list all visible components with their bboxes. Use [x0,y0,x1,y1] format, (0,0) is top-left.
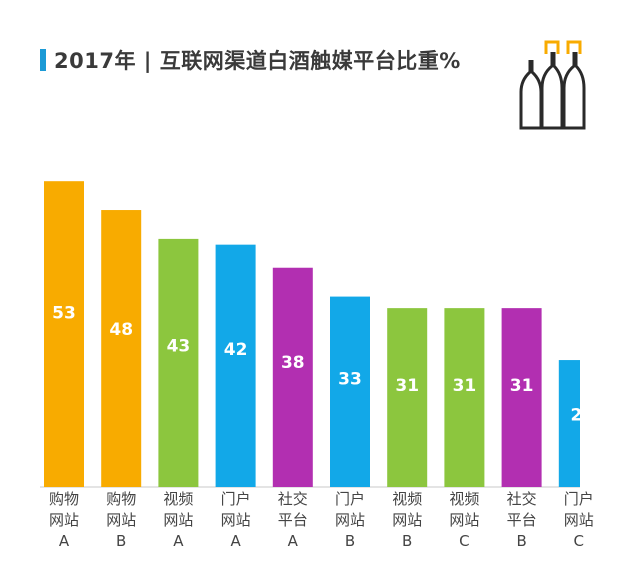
category-label-2-line-2: 网站 [106,511,136,529]
bar-value-label-5: 38 [281,353,305,373]
wine-bottles-icon [519,40,586,130]
bar-value-label-9: 31 [510,376,534,396]
category-label-10-line-2: 网站 [564,511,594,529]
category-label-10-line-3: C [574,532,584,550]
category-label-5-line-1: 社交 [278,490,308,508]
category-label-4-line-2: 网站 [221,511,251,529]
category-label-2-line-3: B [116,532,126,550]
category-label-3-line-2: 网站 [163,511,193,529]
bar-6 [330,296,370,487]
category-label-4-line-3: A [230,532,241,550]
category-label-6-line-3: B [345,532,355,550]
bar-3 [158,238,199,487]
category-label-7-line-1: 视频 [392,490,422,508]
bar-2 [101,210,142,488]
bar-7 [387,308,428,487]
bar-value-label-3: 43 [167,337,191,357]
bar-value-label-2: 48 [109,320,133,340]
bar-value-label-8: 31 [453,376,477,396]
category-label-8-line-2: 网站 [449,511,479,529]
bar-value-label-10: 2 [570,406,582,426]
bar-1 [44,181,84,487]
bar-8 [444,308,485,487]
bar-9 [501,308,542,487]
bar-value-label-4: 42 [224,340,248,360]
category-label-2-line-1: 购物 [106,490,136,508]
title-accent-bar [40,49,46,71]
category-label-3-line-1: 视频 [163,490,193,508]
category-label-9-line-2: 平台 [507,511,537,529]
category-label-8-line-1: 视频 [449,490,479,508]
category-label-4-line-1: 门户 [221,490,251,508]
category-label-1-line-1: 购物 [49,490,79,508]
category-label-7-line-3: B [402,532,412,550]
category-label-9-line-3: B [516,532,526,550]
category-label-9-line-1: 社交 [507,490,537,508]
category-label-5-line-2: 平台 [278,511,308,529]
chart-title: 2017年 | 互联网渠道白酒触媒平台比重% [40,44,461,76]
bar-4 [215,244,256,487]
category-label-5-line-3: A [288,532,299,550]
category-label-10-line-1: 门户 [564,490,594,508]
chart-title-text: 2017年 | 互联网渠道白酒触媒平台比重% [54,49,461,73]
category-label-6-line-1: 门户 [335,490,365,508]
bar-value-label-1: 53 [52,304,76,324]
category-label-3-line-3: A [173,532,184,550]
bar-5 [272,267,313,487]
bar-10 [558,360,580,487]
category-label-8-line-3: C [459,532,469,550]
category-label-1-line-3: A [59,532,70,550]
bar-value-label-6: 33 [338,369,362,389]
category-label-6-line-2: 网站 [335,511,365,529]
bar-value-label-7: 31 [395,376,419,396]
category-label-7-line-2: 网站 [392,511,422,529]
category-label-1-line-2: 网站 [49,511,79,529]
